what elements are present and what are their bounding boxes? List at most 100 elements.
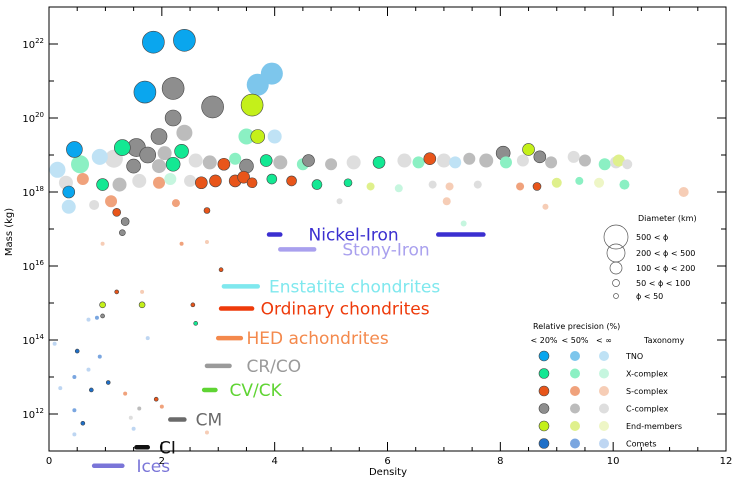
data-point (286, 175, 297, 187)
data-point (266, 173, 278, 185)
precision-swatch (538, 350, 550, 362)
data-point (551, 177, 562, 188)
data-point (445, 182, 454, 191)
data-point (49, 161, 66, 178)
data-point (140, 289, 145, 294)
data-point (137, 406, 142, 411)
data-point (463, 152, 476, 165)
precision-legend: Relative precision (%) < 20% < 50% < ∞ Taxon… (530, 322, 685, 449)
data-point (173, 28, 196, 52)
data-point (201, 95, 224, 119)
data-point (449, 156, 462, 169)
taxonomy-label: S-complex (626, 387, 668, 396)
data-point (100, 313, 105, 319)
data-point (479, 153, 494, 168)
data-point (246, 73, 269, 96)
taxonomy-label: X-complex (626, 370, 668, 379)
meteorite-label: Enstatite chondrites (269, 277, 440, 297)
precision-swatch (599, 403, 609, 414)
data-point (259, 154, 273, 167)
data-point (188, 153, 203, 168)
data-point (522, 143, 535, 156)
data-point (128, 415, 133, 420)
meteorite-label: CR/CO (246, 357, 301, 377)
data-point (619, 179, 630, 190)
size-legend-circle (612, 279, 620, 287)
meteorite-label: Ices (136, 457, 170, 477)
precision-swatch (538, 368, 550, 379)
data-point (72, 432, 77, 437)
data-point (153, 176, 166, 189)
data-point (532, 182, 542, 191)
data-point (184, 174, 197, 187)
precision-level-label: < ∞ (596, 336, 612, 345)
data-point (246, 177, 258, 189)
taxonomy-label: End-members (626, 422, 682, 431)
meteorite-label: CM (196, 411, 223, 431)
precision-swatch (570, 368, 580, 379)
x-tick-label: 0 (46, 456, 52, 467)
x-tick-label: 4 (271, 456, 277, 467)
y-tick-label: 1012 (22, 407, 44, 421)
data-point (161, 77, 185, 100)
data-point (157, 146, 172, 161)
data-point (96, 178, 109, 191)
data-point (678, 187, 689, 197)
taxonomy-label: Comets (626, 440, 657, 449)
data-point (428, 180, 437, 189)
data-point (112, 177, 127, 192)
precision-level-label: < 20% (530, 336, 557, 345)
size-legend-label: ϕ < 50 (636, 292, 663, 301)
data-point (72, 375, 77, 379)
data-point (229, 152, 242, 165)
data-point (159, 404, 164, 409)
precision-level-label: < 50% (561, 336, 588, 345)
precision-swatch (538, 438, 550, 449)
data-point (267, 129, 282, 144)
precision-swatch (570, 403, 580, 414)
data-point (545, 156, 558, 169)
data-point (622, 159, 633, 170)
data-point (105, 380, 111, 385)
data-point (97, 354, 102, 359)
data-point (112, 208, 121, 217)
data-point (72, 408, 77, 413)
data-point (217, 157, 231, 171)
data-point (594, 177, 605, 188)
meteorite-label: CI (159, 438, 176, 458)
data-point (436, 153, 451, 168)
data-point (74, 348, 80, 354)
data-point (273, 155, 288, 170)
data-point (190, 302, 196, 308)
meteorite-label: HED achondrites (246, 329, 388, 349)
data-point (302, 154, 315, 167)
precision-swatch (599, 421, 609, 431)
data-point (176, 124, 193, 141)
meteorite-label: Stony-Iron (342, 240, 429, 260)
data-point (105, 195, 118, 208)
size-legend-circle (606, 243, 626, 263)
y-tick-label: 1018 (22, 185, 44, 199)
precision-swatch (599, 438, 609, 449)
size-legend-label: 500 < ϕ (636, 233, 668, 242)
data-point (152, 159, 167, 174)
x-tick-label: 2 (159, 456, 165, 467)
data-point (89, 199, 100, 210)
data-point (120, 217, 130, 226)
data-point (145, 336, 150, 341)
taxonomy-legend-title: Taxonomy (643, 336, 685, 345)
x-tick-label: 12 (720, 456, 733, 467)
size-legend-circle (603, 224, 629, 250)
meteorite-label: CV/CK (230, 381, 283, 401)
data-point (204, 430, 209, 435)
precision-swatch (570, 386, 580, 396)
data-point (126, 158, 141, 174)
data-point (542, 203, 549, 210)
data-point (76, 173, 89, 186)
data-point (240, 93, 264, 117)
data-point (397, 153, 412, 168)
data-point (473, 180, 482, 189)
